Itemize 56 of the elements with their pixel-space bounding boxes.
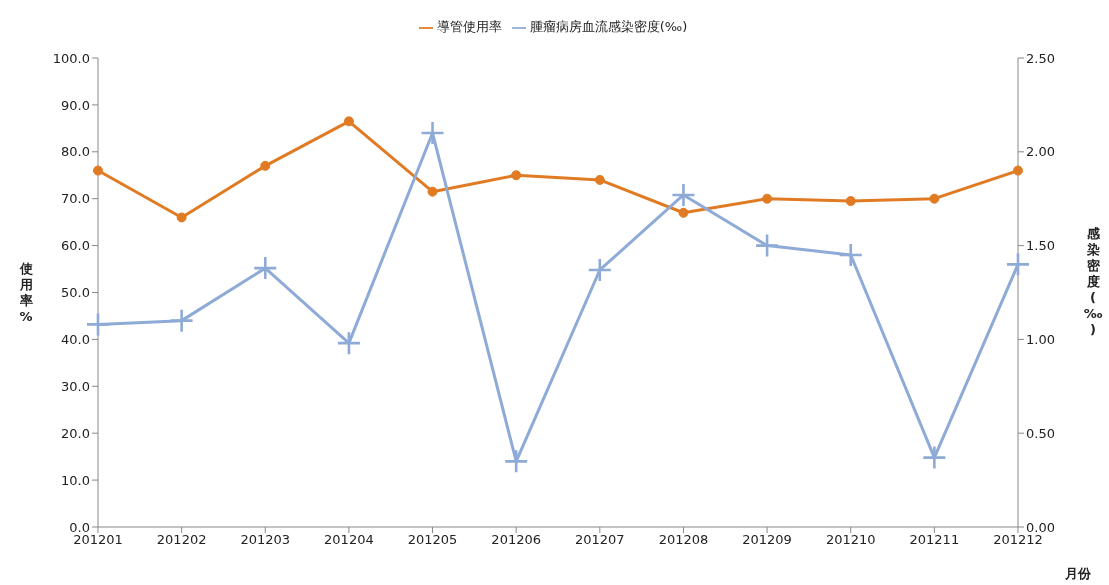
x-tick-label: 201201 xyxy=(73,532,123,548)
y-tick-label: 10.0 xyxy=(61,472,90,488)
point xyxy=(923,446,946,469)
x-tick-label: 201210 xyxy=(825,532,876,548)
y2-axis-title: 感染密度(‰) xyxy=(1083,226,1103,337)
point xyxy=(1007,253,1029,276)
y-tick-label: 100.0 xyxy=(52,50,90,66)
x-tick-label: 201202 xyxy=(156,532,207,548)
point xyxy=(929,193,940,204)
y-axis-title: 使用率% xyxy=(18,261,33,324)
point xyxy=(427,186,438,197)
point xyxy=(845,196,856,207)
y-tick-label: 50.0 xyxy=(61,285,90,301)
point xyxy=(343,116,354,127)
point xyxy=(678,207,689,218)
y2-tick-label: 2.00 xyxy=(1026,144,1055,160)
point xyxy=(170,309,193,332)
x-tick-label: 201211 xyxy=(909,532,960,548)
point xyxy=(176,212,187,223)
x-tick-label: 201205 xyxy=(407,532,458,548)
y-tick-label: 80.0 xyxy=(61,144,90,160)
point xyxy=(260,160,271,171)
x-tick-label: 201208 xyxy=(658,532,709,548)
x-tick-label: 201206 xyxy=(491,532,541,548)
point xyxy=(254,257,277,280)
legend-label: 腫瘤病房血流感染密度(‰) xyxy=(529,19,688,34)
point xyxy=(839,243,862,266)
y2-tick-label: 1.00 xyxy=(1026,332,1055,348)
y-tick-label: 40.0 xyxy=(61,332,90,348)
x-tick-label: 201209 xyxy=(742,532,792,548)
y2-tick-label: 2.50 xyxy=(1026,50,1055,66)
point xyxy=(87,313,109,336)
y2-tick-label: 1.50 xyxy=(1026,238,1055,254)
x-tick-label: 201207 xyxy=(575,532,625,548)
point xyxy=(93,165,103,176)
y-tick-label: 0.0 xyxy=(69,519,90,535)
y-tick-label: 30.0 xyxy=(61,378,90,394)
point xyxy=(756,234,779,257)
point xyxy=(594,174,605,185)
point xyxy=(505,450,528,473)
point xyxy=(1013,165,1023,176)
y2-tick-label: 0.50 xyxy=(1026,425,1055,441)
y-tick-label: 60.0 xyxy=(61,238,90,254)
x-tick-label: 201212 xyxy=(993,532,1043,548)
point xyxy=(421,122,444,145)
y-tick-label: 90.0 xyxy=(61,97,90,113)
x-tick-label: 201204 xyxy=(324,532,374,548)
legend-label: 導管使用率 xyxy=(436,19,502,34)
y2-tick-label: 0.00 xyxy=(1026,519,1055,535)
point xyxy=(511,170,522,181)
x-tick-label: 201203 xyxy=(240,532,291,548)
point xyxy=(672,183,695,206)
point xyxy=(762,193,773,204)
y-tick-label: 20.0 xyxy=(61,425,90,441)
y-tick-label: 70.0 xyxy=(61,191,90,207)
x-axis-title: 月份 xyxy=(1064,566,1092,581)
